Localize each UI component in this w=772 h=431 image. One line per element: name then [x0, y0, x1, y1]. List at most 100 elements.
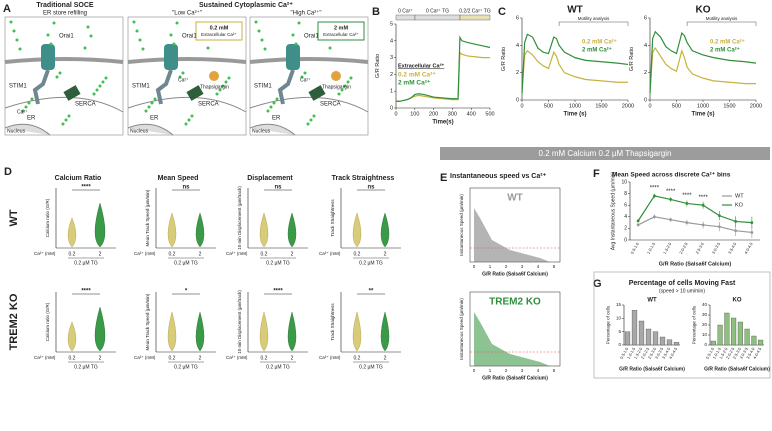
- row-label: WT: [8, 209, 20, 226]
- violin: [167, 212, 177, 248]
- x-tick-label: 3.5-4.0: [661, 346, 672, 360]
- ion: [83, 46, 87, 50]
- violin: [195, 311, 205, 352]
- ion: [52, 21, 56, 25]
- x-tick-label: 500: [544, 103, 553, 109]
- ion: [21, 109, 25, 113]
- x-tick-label: 2000: [622, 103, 634, 109]
- legend-entry: 0.2 mM Ca²⁺: [582, 39, 617, 46]
- point: [701, 203, 705, 207]
- diagram-label: Nucleus: [7, 128, 26, 134]
- x-axis-label: Ca²⁺ (mM): [319, 355, 341, 360]
- y-axis-label: Track Straightness: [330, 199, 335, 237]
- diagram-label: ER: [27, 116, 36, 122]
- ion: [67, 114, 71, 118]
- bar: [659, 336, 666, 346]
- title: Instantaneous speed vs Ca²⁺: [450, 173, 547, 180]
- significance: ****: [273, 289, 283, 295]
- x-tick-label: 300: [448, 111, 457, 117]
- significance: ns: [367, 185, 375, 191]
- y-axis-label: Mean Track Speed (µm/min): [145, 189, 150, 246]
- x-tick-label: 3.5-4.0: [727, 241, 738, 255]
- diagram-label: Nucleus: [130, 128, 149, 134]
- bar: [710, 340, 716, 346]
- bar: [744, 328, 750, 346]
- significance: **: [369, 289, 374, 295]
- violin: [352, 212, 362, 248]
- diagram-frame: [4, 16, 124, 136]
- box-text: Extracellular Ca²⁺: [323, 32, 359, 37]
- box: [195, 21, 243, 41]
- banner: [440, 147, 770, 160]
- diagram-label: SERCA: [75, 102, 96, 108]
- x-tick-label: 1.5-2.0: [662, 241, 673, 255]
- ion: [337, 92, 341, 96]
- point: [701, 223, 705, 227]
- panel-a: A Traditional SOCE ER store refilling Su…: [3, 2, 369, 136]
- bar: [645, 328, 652, 346]
- series-line: [649, 30, 757, 94]
- y-tick-label: 4: [516, 43, 519, 49]
- bar: [751, 335, 757, 346]
- x-tick-label: 4.0-4.5: [752, 346, 763, 360]
- ion: [61, 122, 65, 126]
- box-text: 2 mM: [334, 25, 348, 31]
- x-axis-label: G/R Ratio (Salsa6f Calcium): [659, 261, 732, 267]
- bracket: [686, 21, 757, 26]
- y-axis-label: G/R Ratio: [501, 47, 507, 71]
- x-tick-label: 3.0-3.5: [711, 241, 722, 255]
- bar: [737, 321, 743, 346]
- y-tick-label: 0: [704, 342, 707, 347]
- x-tick-label: 1000: [569, 103, 581, 109]
- legend-entry: 2 mM Ca²⁺: [710, 47, 740, 54]
- annotation: Motility analysis: [578, 16, 610, 21]
- y-axis-label: Calcium ratio (G/R): [45, 302, 50, 341]
- x-tick-label: 3.5-4.0: [745, 346, 756, 360]
- ion: [58, 71, 62, 75]
- x-tick-label: 200: [429, 111, 438, 117]
- bar: [673, 342, 680, 346]
- annotation: ****: [682, 193, 692, 199]
- ion: [64, 118, 68, 122]
- significance: ****: [81, 185, 91, 191]
- series-line: [521, 33, 629, 94]
- ion: [101, 80, 105, 84]
- x-tick-label: 4.0-4.5: [743, 241, 754, 255]
- ion: [150, 101, 154, 105]
- phase-bar: [414, 14, 461, 21]
- ion: [275, 97, 279, 101]
- x-tick-label: 2: [384, 355, 387, 361]
- y-tick-label: 6: [516, 15, 519, 21]
- ion: [169, 33, 173, 37]
- x-axis-label: G/R Ratio (Salsa6f Calcium): [482, 271, 548, 277]
- x-tick-label: 2.0-2.5: [640, 346, 651, 360]
- ion: [300, 75, 304, 79]
- violin: [94, 202, 106, 248]
- y-axis-label: G/R Ratio: [629, 47, 635, 71]
- chart-title: KO: [733, 298, 742, 304]
- ion: [190, 114, 194, 118]
- point: [669, 198, 673, 201]
- legend-entry: 0.2 mM Ca²⁺: [398, 72, 436, 79]
- ion: [297, 21, 301, 25]
- diagram-label: ER: [150, 116, 159, 122]
- significance: ****: [81, 289, 91, 295]
- title: Sustained Cytoplasmic Ca²⁺: [199, 2, 293, 9]
- y-axis-label: Avg Instantaneous Speed (µm/min): [610, 171, 616, 250]
- x-tick-label: 2.5-3.0: [647, 346, 658, 360]
- x-tick-label: 2: [384, 251, 387, 257]
- ion: [49, 42, 53, 46]
- x-axis-label: Time (s): [564, 112, 587, 118]
- phase-bar: [459, 14, 491, 21]
- ion: [303, 71, 307, 75]
- y-tick-label: 4: [390, 38, 393, 44]
- y-axis-label: Track Straightness: [330, 303, 335, 341]
- x-axis-label: Time(s): [432, 120, 453, 126]
- ion: [138, 38, 142, 42]
- ion: [221, 84, 225, 88]
- treatment-label: 0.2 µM TG: [266, 364, 290, 370]
- annotation: Motility analysis: [706, 16, 738, 21]
- x-axis-label: Ca²⁺ (mM): [134, 251, 156, 256]
- x-tick-label: 0.2: [69, 355, 76, 361]
- x-tick-label: 2000: [750, 103, 762, 109]
